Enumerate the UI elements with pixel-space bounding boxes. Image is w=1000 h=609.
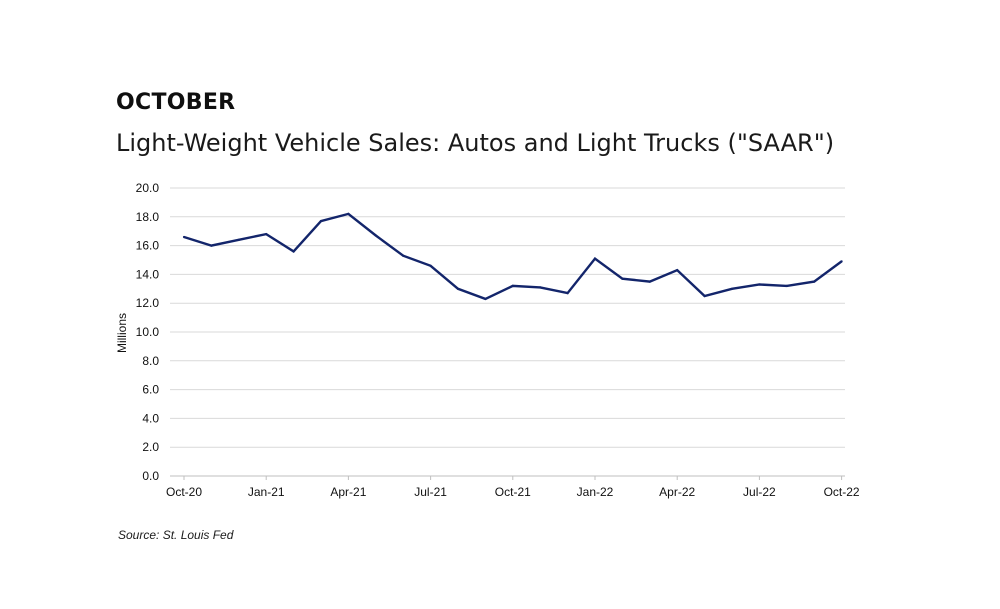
y-tick-labels: 0.0 2.0 4.0 6.0 8.0 10.0 12.0 14.0 16.0 18.0 20.0 <box>136 181 160 483</box>
data-point <box>511 284 514 287</box>
x-tick-label: Apr-22 <box>659 485 695 499</box>
y-tick-label: 0.0 <box>142 469 159 483</box>
data-point <box>347 212 350 215</box>
x-tick-label: Jan-21 <box>248 485 285 499</box>
data-point <box>374 234 377 237</box>
x-tick-label: Jul-22 <box>743 485 776 499</box>
y-tick-label: 4.0 <box>142 411 159 425</box>
y-tick-label: 16.0 <box>136 239 160 253</box>
grid-lines <box>170 187 845 448</box>
data-point <box>210 244 213 247</box>
chart-title: Light-Weight Vehicle Sales: Autos and Li… <box>116 129 835 157</box>
y-axis-title: Millions <box>115 313 129 353</box>
data-point <box>539 286 542 289</box>
data-point <box>456 287 460 290</box>
y-tick-label: 12.0 <box>136 296 160 310</box>
data-point <box>402 254 405 257</box>
data-point <box>265 233 268 236</box>
data-point <box>840 260 843 263</box>
y-tick-label: 10.0 <box>136 325 160 339</box>
x-tick-label: Oct-22 <box>824 485 860 499</box>
data-point <box>566 292 569 295</box>
data-point <box>785 284 788 287</box>
source-note: Source: St. Louis Fed <box>118 528 234 542</box>
y-tick-label: 6.0 <box>142 383 159 397</box>
y-tick-label: 18.0 <box>136 210 160 224</box>
x-tick-label: Oct-20 <box>166 485 202 499</box>
data-point <box>237 238 240 241</box>
data-point <box>676 269 679 272</box>
x-tick-label: Jul-21 <box>414 485 447 499</box>
data-point <box>648 280 651 283</box>
data-point <box>758 283 761 286</box>
y-tick-label: 20.0 <box>136 181 160 195</box>
data-point <box>182 235 186 239</box>
y-tick-label: 2.0 <box>142 440 159 454</box>
x-tick-labels: Oct-20 Jan-21 Apr-21 Jul-21 Oct-21 Jan-22 Apr-… <box>166 485 860 499</box>
data-point <box>429 264 432 267</box>
page-eyebrow: OCTOBER <box>116 90 236 115</box>
series-layer <box>182 212 843 301</box>
data-point <box>484 297 487 300</box>
x-tick-label: Apr-21 <box>330 485 366 499</box>
data-point <box>593 257 597 260</box>
data-point <box>730 287 734 290</box>
x-tick-label: Oct-21 <box>495 485 531 499</box>
data-point <box>621 277 624 280</box>
data-point <box>319 220 323 223</box>
chart-axes <box>170 475 845 480</box>
data-point <box>292 250 295 253</box>
x-tick-label: Jan-22 <box>577 485 614 499</box>
y-tick-label: 8.0 <box>142 354 159 368</box>
data-point <box>703 294 706 298</box>
data-point <box>813 280 816 283</box>
y-tick-label: 14.0 <box>136 267 160 281</box>
